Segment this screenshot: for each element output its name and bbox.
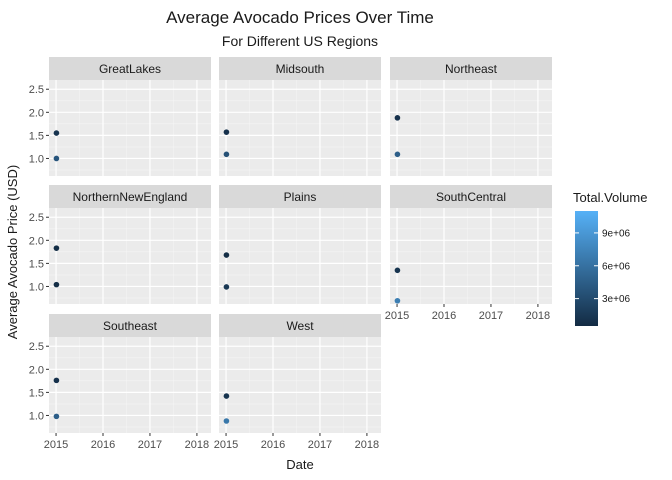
y-tick-label: 1.0 [29,153,44,165]
panel-background [390,80,552,176]
facet-strip-label: Plains [284,190,317,204]
data-point [223,418,230,424]
y-tick-label: 1.5 [29,130,44,142]
facet-panel: GreatLakes 1.0 1.5 2.0 2.5 [29,57,211,176]
y-tick-label: 2.5 [29,212,44,224]
data-point [223,151,230,158]
data-point [394,115,401,121]
panel-background [390,208,552,304]
facet-panel: Plains [219,185,381,304]
x-tick-label: 2016 [91,439,115,451]
y-tick-label: 1.5 [29,258,44,270]
panel-background [219,80,381,176]
y-tick-label: 2.0 [29,107,44,119]
facet-panels: GreatLakes 1.0 1.5 2.0 2.5 Midsouth Northeast N… [29,57,552,451]
facet-panel: Northeast [390,57,552,176]
x-tick-label: 2018 [355,439,379,451]
data-point [223,129,230,135]
facet-strip [219,57,381,80]
facet-panel: SouthCentral 2015 2016 2017 2018 [385,185,552,322]
x-tick-label: 2017 [138,439,162,451]
data-point [53,130,60,136]
data-point [394,267,401,274]
data-point [53,245,60,251]
facet-panel: Southeast 1.0 1.5 2.0 2.5 2015 2016 2017 2018 [29,314,211,451]
data-point [53,377,60,384]
data-point [394,151,401,158]
x-tick-label: 2015 [214,439,238,451]
x-tick-label: 2017 [479,310,503,322]
panel-background [49,208,211,304]
y-tick-label: 1.0 [29,410,44,422]
facet-strip-label: Northeast [445,62,498,76]
facet-strip [390,57,552,80]
legend-title: Total.Volume [573,190,647,205]
y-tick-label: 2.5 [29,341,44,353]
y-tick-label: 2.0 [29,235,44,247]
x-tick-label: 2016 [432,310,456,322]
data-point [53,281,60,288]
chart-subtitle: For Different US Regions [222,33,378,49]
x-axis-title: Date [286,457,313,472]
facet-strip-label: Southeast [103,319,158,333]
y-tick-label: 1.0 [29,281,44,293]
facet-strip-label: West [286,319,314,333]
panel-background [219,337,381,433]
panel-background [49,337,211,433]
data-point [223,252,230,258]
y-tick-label: 1.5 [29,387,44,399]
facet-panel: West 2015 2016 2017 2018 [214,314,381,451]
data-point [394,297,401,304]
x-tick-label: 2017 [308,439,332,451]
x-tick-label: 2016 [261,439,285,451]
data-point [53,413,60,420]
facet-strip-label: GreatLakes [99,62,161,76]
legend-tick-label: 9e+06 [602,228,631,239]
y-tick-label: 2.5 [29,84,44,96]
color-legend: Total.Volume 3e+06 6e+06 9e+06 [573,190,647,326]
x-tick-label: 2018 [526,310,550,322]
legend-tick-label: 6e+06 [602,261,631,272]
facet-strip [219,314,381,337]
facet-strip-label: SouthCentral [436,190,506,204]
facet-strip-label: Midsouth [276,62,325,76]
facet-strip [49,314,211,337]
facet-strip [49,57,211,80]
legend-tick-label: 3e+06 [602,294,631,305]
facet-panel: Midsouth [219,57,381,176]
facet-panel: NorthernNewEngland 1.0 1.5 2.0 2.5 [29,185,211,304]
facet-strip-label: NorthernNewEngland [73,190,188,204]
y-tick-label: 2.0 [29,364,44,376]
facet-strip [390,185,552,208]
panel-background [219,208,381,304]
facet-strip [219,185,381,208]
panel-background [49,80,211,176]
x-tick-label: 2018 [185,439,209,451]
data-point [223,393,230,399]
data-point [223,284,230,290]
facet-strip [49,185,211,208]
legend-colorbar [575,211,598,326]
x-tick-label: 2015 [385,310,409,322]
chart-title: Average Avocado Prices Over Time [166,8,434,27]
y-axis-title: Average Avocado Price (USD) [5,165,20,339]
x-tick-label: 2015 [44,439,68,451]
data-point [53,155,60,162]
